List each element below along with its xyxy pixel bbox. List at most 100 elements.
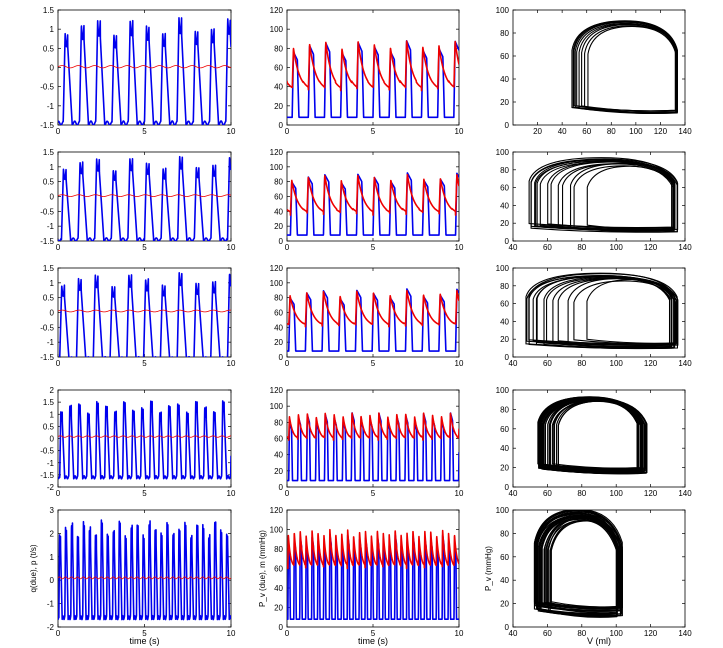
y-tick-label: 40	[274, 207, 283, 216]
x-tick-label: 5	[142, 127, 147, 136]
y-tick-label: 0	[50, 309, 55, 318]
x-tick-label: 120	[644, 359, 658, 368]
axes-box	[512, 509, 686, 628]
series-line-0	[287, 40, 459, 119]
x-tick-label: 100	[629, 127, 643, 136]
plot-area	[287, 172, 459, 236]
x-tick-label: 100	[610, 359, 624, 368]
x-axis-label: time (s)	[358, 636, 388, 646]
y-tick-label: 40	[274, 451, 283, 460]
panel-row1-mid: 0 5 10 120 100 80 60 40 20 0	[270, 6, 464, 136]
x-tick-label: 80	[577, 359, 586, 368]
x-tick-label: 80	[577, 243, 586, 252]
x-tick-label: 60	[543, 359, 552, 368]
y-tick-label: 1	[50, 553, 55, 562]
y-tick-label: 120	[270, 264, 284, 273]
y-tick-label: 100	[270, 163, 284, 172]
y-tick-label: 20	[274, 102, 283, 111]
pv-loop	[528, 275, 673, 350]
x-tick-label: 5	[371, 243, 376, 252]
y-tick-label: 60	[500, 52, 509, 61]
x-tick-label: 10	[455, 127, 464, 136]
y-tick-label: 100	[496, 148, 510, 157]
pv-loop	[528, 273, 678, 345]
y-tick-label: 2	[50, 386, 55, 395]
y-tick-label: 1.5	[43, 398, 55, 407]
y-tick-label: 0	[50, 576, 55, 585]
y-tick-label: 40	[500, 317, 509, 326]
y-tick-label: 120	[270, 6, 284, 15]
y-tick-label: 80	[500, 405, 509, 414]
y-tick-label: 100	[496, 264, 510, 273]
x-tick-label: 0	[56, 489, 61, 498]
pv-loop	[576, 22, 676, 112]
y-tick-label: 40	[274, 323, 283, 332]
pv-loop	[567, 278, 671, 349]
y-tick-label: 40	[500, 444, 509, 453]
series-line-1	[58, 576, 231, 580]
pv-loop	[573, 165, 675, 233]
x-tick-label: 80	[577, 629, 586, 638]
y-tick-label: 80	[500, 166, 509, 175]
y-tick-label: 20	[500, 219, 509, 228]
x-tick-label: 120	[644, 243, 658, 252]
series-line-1	[287, 40, 459, 92]
y-tick-label: -1	[47, 600, 55, 609]
x-tick-label: 100	[610, 243, 624, 252]
pv-loop	[586, 165, 674, 230]
series-line-0	[287, 533, 459, 621]
y-axis-label: q(due), p (t/s)	[29, 544, 38, 592]
y-tick-label: 100	[270, 279, 284, 288]
pv-loop	[557, 277, 677, 346]
y-tick-label: 0	[279, 353, 284, 362]
y-tick-label: 40	[274, 83, 283, 92]
y-tick-label: 40	[500, 576, 509, 585]
x-tick-label: 5	[142, 629, 147, 638]
y-tick-label: 20	[500, 335, 509, 344]
y-tick-label: 0	[50, 64, 55, 73]
pv-loop	[573, 21, 678, 112]
y-tick-label: 60	[500, 300, 509, 309]
pv-loop	[578, 23, 678, 115]
y-tick-label: -0.5	[40, 83, 54, 92]
x-tick-label: 100	[610, 489, 624, 498]
x-tick-label: 140	[678, 629, 692, 638]
panel-row5-mid: 0 5 10 120 100 80 60 40 20 0 time (s) P_v (due), m …	[258, 506, 464, 646]
x-tick-label: 5	[142, 489, 147, 498]
panel-row3-right: 40 60 80 100 120 140 100 80 60 40 20 0	[496, 264, 693, 368]
panel-row3-left: 0 5 10 1.5 1 0.5 0 -0.5 -1 -1.5	[40, 264, 236, 368]
x-tick-label: 60	[543, 489, 552, 498]
y-tick-label: 60	[274, 64, 283, 73]
x-tick-label: 40	[509, 629, 518, 638]
panel-row2-right: 40 60 80 100 120 140 100 80 60 40 20 0	[496, 148, 693, 252]
y-tick-label: 0	[505, 237, 510, 246]
y-tick-label: 0.5	[43, 294, 55, 303]
y-tick-label: 100	[496, 506, 510, 515]
x-tick-label: 20	[533, 127, 542, 136]
plot-area	[287, 288, 459, 352]
plot-area	[58, 17, 231, 125]
y-tick-label: 0	[505, 623, 510, 632]
pv-loop	[584, 25, 678, 113]
y-tick-label: -1.5	[40, 237, 54, 246]
axes-box	[512, 389, 686, 488]
pv-loop	[549, 399, 639, 474]
axes-box	[512, 9, 686, 126]
y-tick-label: 0.5	[43, 422, 55, 431]
x-tick-label: 40	[558, 127, 567, 136]
y-tick-label: 3	[50, 506, 55, 515]
y-tick-label: 1.5	[43, 148, 55, 157]
y-tick-label: 0	[279, 483, 284, 492]
y-tick-label: 100	[270, 25, 284, 34]
y-tick-label: 20	[500, 98, 509, 107]
x-tick-label: 40	[509, 359, 518, 368]
y-tick-label: 0	[505, 353, 510, 362]
pv-loop	[550, 519, 617, 614]
y-tick-label: 60	[274, 193, 283, 202]
series-line-0	[287, 412, 459, 482]
y-tick-label: 120	[270, 506, 284, 515]
series-line-0	[58, 155, 231, 241]
x-tick-label: 120	[644, 629, 658, 638]
y-tick-label: 1	[50, 279, 55, 288]
x-axis-label: time (s)	[130, 636, 160, 646]
